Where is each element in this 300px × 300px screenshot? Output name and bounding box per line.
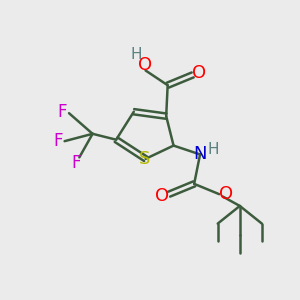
Text: S: S (139, 150, 151, 168)
Text: O: O (155, 187, 169, 205)
Text: F: F (58, 103, 67, 121)
Text: F: F (72, 154, 81, 172)
Text: H: H (208, 142, 219, 157)
Text: O: O (138, 56, 152, 74)
Text: N: N (193, 146, 207, 164)
Text: O: O (192, 64, 206, 82)
Text: H: H (131, 47, 142, 62)
Text: O: O (219, 184, 233, 202)
Text: F: F (53, 132, 63, 150)
